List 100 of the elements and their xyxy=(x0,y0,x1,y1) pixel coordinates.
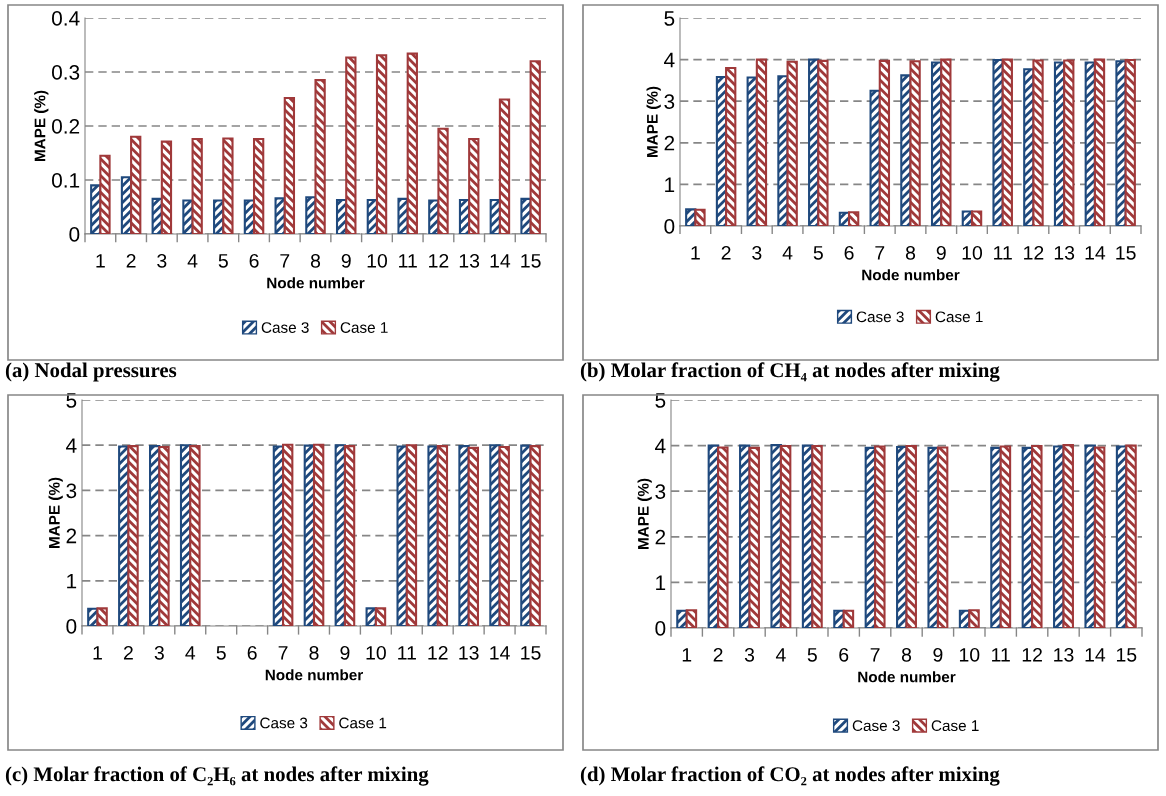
y-tick-label: 2 xyxy=(66,528,77,544)
bar xyxy=(1001,58,1013,226)
bar xyxy=(99,154,111,234)
bar xyxy=(529,60,541,234)
bar xyxy=(1093,58,1106,226)
bar xyxy=(1093,446,1106,628)
x-tick-label: 5 xyxy=(807,648,817,662)
bar xyxy=(1032,59,1044,226)
x-tick-label: 3 xyxy=(744,647,755,662)
bar xyxy=(160,140,173,234)
x-tick-label: 11 xyxy=(994,246,1012,260)
y-tick-label: 4 xyxy=(664,52,675,68)
y-tick-label: 5 xyxy=(664,11,675,26)
bar xyxy=(130,135,142,234)
legend-label: Case 1 xyxy=(339,717,387,729)
y-tick-label: 0.4 xyxy=(51,11,80,26)
x-tick-label: 4 xyxy=(185,646,196,660)
bar xyxy=(1063,59,1075,226)
y-tick-label: 0 xyxy=(664,219,675,234)
x-tick-label: 7 xyxy=(875,246,885,260)
x-tick-label: 10 xyxy=(962,245,983,260)
x-tick-label: 5 xyxy=(218,254,228,268)
bar xyxy=(725,66,737,226)
bar xyxy=(374,607,387,626)
y-tick-label: 1 xyxy=(656,575,666,590)
x-tick-label: 14 xyxy=(1085,246,1106,260)
y-axis-title: MAPE (%) xyxy=(646,86,661,158)
bar xyxy=(694,208,706,226)
bar xyxy=(529,445,541,626)
y-tick-label: 1 xyxy=(67,574,77,589)
legend-label: Case 1 xyxy=(935,311,983,323)
bar xyxy=(717,446,729,628)
x-tick-label: 8 xyxy=(310,253,321,268)
bar xyxy=(874,445,886,628)
x-tick-label: 9 xyxy=(340,645,350,660)
y-tick-label: 0 xyxy=(69,227,80,242)
x-tick-label: 9 xyxy=(936,245,946,260)
y-tick-label: 0.1 xyxy=(51,173,80,188)
legend-label: Case 3 xyxy=(852,720,900,732)
x-tick-label: 15 xyxy=(521,646,541,660)
x-tick-label: 3 xyxy=(157,253,167,268)
x-tick-label: 10 xyxy=(366,645,386,660)
bar xyxy=(786,60,798,226)
bar xyxy=(437,127,449,234)
legend-label: Case 1 xyxy=(340,322,388,333)
x-tick-label: 9 xyxy=(341,253,351,268)
x-tick-label: 1 xyxy=(96,254,105,268)
y-axis-title: MAPE (%) xyxy=(48,477,63,549)
bar xyxy=(940,58,952,226)
x-tick-label: 2 xyxy=(721,245,731,260)
x-tick-label: 7 xyxy=(278,646,288,660)
bar xyxy=(748,446,760,628)
x-tick-label: 4 xyxy=(775,648,786,662)
x-tick-label: 13 xyxy=(459,253,480,268)
bar xyxy=(970,210,983,226)
x-tick-label: 4 xyxy=(187,254,198,268)
x-tick-label: 6 xyxy=(839,647,849,662)
x-tick-label: 12 xyxy=(428,645,448,660)
x-tick-label: 8 xyxy=(309,645,319,660)
x-tick-label: 7 xyxy=(870,648,880,662)
x-tick-label: 6 xyxy=(247,645,257,660)
x-tick-label: 6 xyxy=(844,245,854,260)
x-tick-label: 11 xyxy=(992,648,1010,662)
bar xyxy=(1125,444,1137,628)
bar xyxy=(936,446,949,628)
x-tick-label: 14 xyxy=(490,646,510,660)
bar xyxy=(755,58,768,226)
y-tick-label: 2 xyxy=(655,529,666,545)
bar xyxy=(189,445,201,626)
x-tick-label: 15 xyxy=(521,254,541,268)
x-tick-label: 13 xyxy=(459,645,479,660)
x-axis-title: Node number xyxy=(267,277,365,289)
y-tick-label: 3 xyxy=(66,483,77,499)
bar xyxy=(842,609,855,628)
bar xyxy=(685,609,698,628)
bar xyxy=(779,445,792,628)
legend-label: Case 3 xyxy=(856,311,904,323)
bar xyxy=(96,607,108,626)
bar xyxy=(468,137,480,234)
x-tick-label: 8 xyxy=(901,647,912,662)
bar xyxy=(436,445,449,626)
y-tick-label: 0.3 xyxy=(51,65,80,80)
bar xyxy=(345,56,357,234)
x-axis-title: Node number xyxy=(862,269,960,281)
bar xyxy=(467,446,479,626)
bar xyxy=(283,96,296,234)
x-tick-label: 13 xyxy=(1054,647,1074,662)
bar xyxy=(222,137,234,234)
x-tick-label: 12 xyxy=(1022,647,1042,662)
bar xyxy=(406,52,418,234)
bar xyxy=(1062,444,1074,628)
bar xyxy=(498,98,511,234)
bar xyxy=(968,609,980,628)
bar xyxy=(191,137,203,234)
bar xyxy=(999,445,1012,628)
x-axis-title: Node number xyxy=(265,669,363,681)
y-tick-label: 5 xyxy=(66,393,77,408)
x-tick-label: 5 xyxy=(813,246,823,260)
text: (a) Nodal pressures xyxy=(5,362,177,382)
bar xyxy=(127,445,139,626)
